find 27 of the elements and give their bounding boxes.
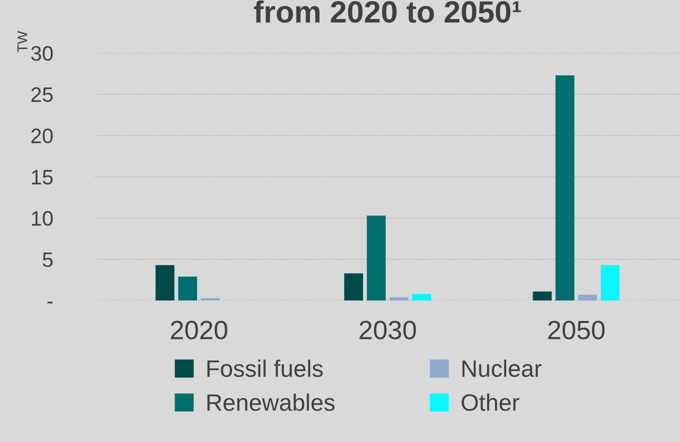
y-tick-label: 20 [31,128,53,144]
bar [412,294,431,301]
bar [156,265,174,301]
y-tick-label: - [48,302,53,304]
legend-label: Renewables [207,394,335,411]
y-tick-label: 10 [32,211,53,226]
legend-label: Other [462,394,520,411]
chart-title: from 2020 to 2050¹ [254,0,521,23]
bar [389,297,408,301]
x-tick-label: 2030 [360,320,416,340]
bar [578,294,597,301]
x-tick-label: 2020 [170,320,228,340]
y-tick-label: 30 [31,46,53,61]
y-tick-label: 5 [42,252,53,268]
bar [600,265,620,301]
bar [366,216,386,301]
y-tick-label: 25 [31,87,53,102]
legend-label: Nuclear [462,360,542,377]
bar [344,273,364,301]
bar [200,298,220,301]
y-tick-label: 15 [32,170,53,185]
bar [532,291,552,301]
bar [178,276,198,301]
y-axis-title: TW [18,30,28,52]
bar [555,75,574,301]
x-tick-label: 2050 [548,320,605,340]
legend-label: Fossil fuels [207,360,323,377]
